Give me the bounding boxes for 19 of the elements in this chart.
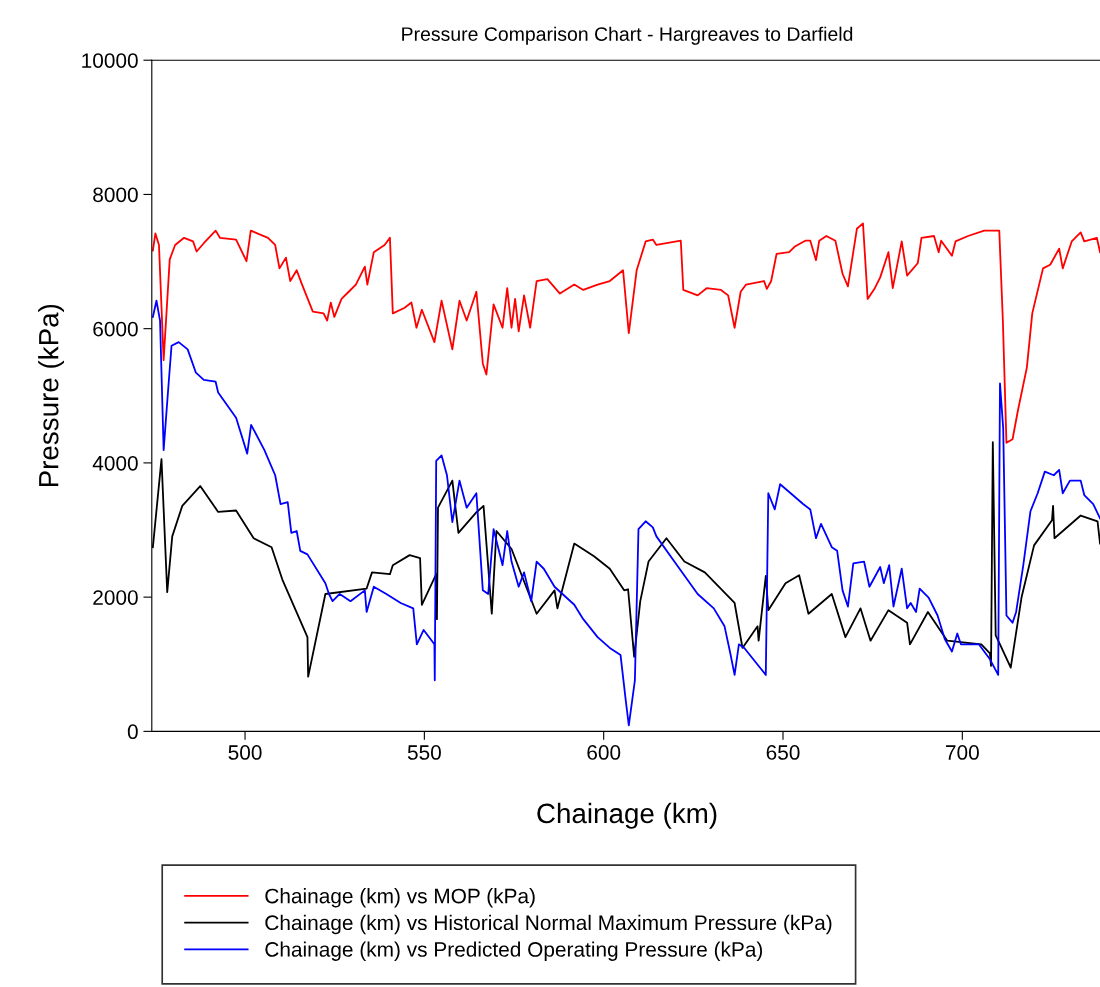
y-tick-label: 8000 — [93, 187, 138, 203]
x-axis-title: Chainage (km) — [537, 802, 717, 829]
x-tick-label: 600 — [587, 745, 621, 760]
x-tick-label: 700 — [946, 745, 979, 760]
x-tick-label: 500 — [228, 745, 262, 760]
legend-label: Chainage (km) vs Historical Normal Maximum Pressure (kPa) — [265, 914, 832, 935]
legend-label: Chainage (km) vs MOP (kPa) — [265, 888, 535, 908]
chart-title: Pressure Comparison Chart - Hargreaves to Darfield — [402, 26, 853, 45]
y-tick-label: 2000 — [93, 590, 138, 605]
y-axis-title: Pressure (kPa) — [38, 304, 64, 487]
line-series — [151, 222, 1100, 444]
x-tick-label: 650 — [766, 745, 800, 760]
line-series — [151, 299, 1100, 727]
x-tick-label: 550 — [407, 745, 441, 760]
legend-label: Chainage (km) vs Predicted Operating Pressure (kPa) — [265, 941, 763, 961]
y-tick-label: 10000 — [82, 53, 138, 68]
y-tick-label: 0 — [127, 724, 138, 740]
y-tick-label: 6000 — [93, 321, 138, 337]
y-tick-label: 4000 — [92, 455, 138, 471]
